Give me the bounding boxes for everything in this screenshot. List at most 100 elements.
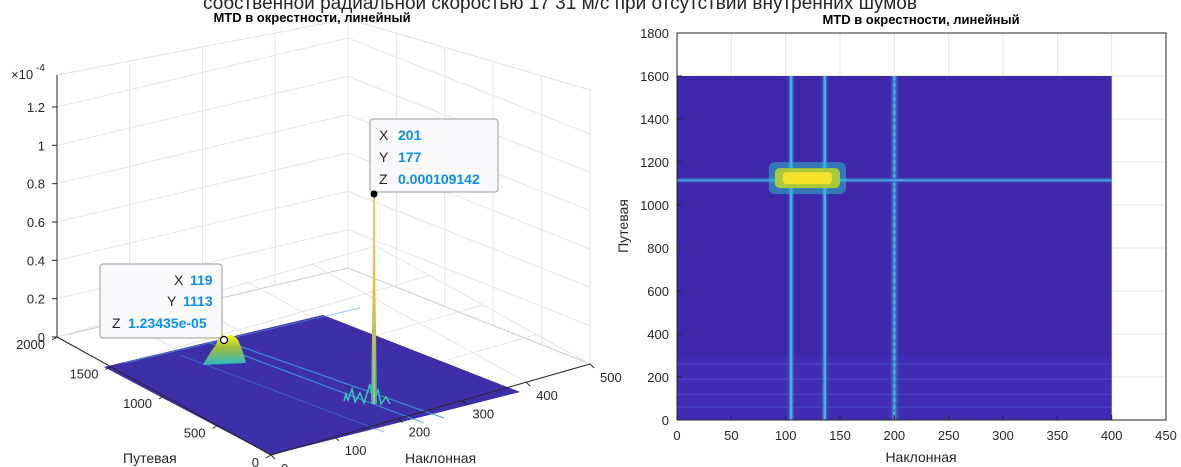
floor-gridline-y <box>110 275 430 367</box>
y-tick-mark <box>212 425 218 429</box>
x-tick-label: 500 <box>600 370 622 385</box>
datatip-spike[interactable]: X 201 Y 177 Z 0.000109142 <box>369 118 499 198</box>
z-gridline-right <box>347 37 591 135</box>
left-chart-title: MTD в окрестности, линейный <box>213 10 410 25</box>
right-y-axis-label: Путевая <box>615 199 631 253</box>
z-tick-label: 1 <box>38 138 45 153</box>
x-tick-label: 400 <box>536 388 558 403</box>
datatip-mound[interactable]: X 119 Y 1113 Z 1.23435e-05 <box>99 263 229 345</box>
heatmap-x-tick-label: 150 <box>829 428 851 443</box>
datatip-mound-z-key: Z <box>112 315 121 331</box>
heatmap-y-tick-label: 400 <box>647 327 669 342</box>
z-tick-label: 0.4 <box>27 253 45 268</box>
heatmap-y-tick-label: 200 <box>647 370 669 385</box>
heatmap-x-tick-label: 100 <box>775 428 797 443</box>
datatip-mound-marker[interactable] <box>219 335 229 345</box>
surface-mound <box>203 334 246 365</box>
y-tick-label: 500 <box>184 426 206 441</box>
heatmap-image <box>677 76 1112 420</box>
heatmap-y-tick-label: 1600 <box>640 69 669 84</box>
heatmap-y-tick-label: 600 <box>647 284 669 299</box>
datatip-spike-x-value: 201 <box>398 127 422 143</box>
heatmap-x-tick-label: 300 <box>992 428 1014 443</box>
heatmap-y-tick-label: 800 <box>647 241 669 256</box>
x-tick-label: 100 <box>345 443 367 458</box>
datatip-spike-x-key: X <box>379 127 389 143</box>
heatmap-y-tick-label: 1200 <box>640 155 669 170</box>
z-gridline-right <box>347 229 591 327</box>
datatip-spike-y-key: Y <box>379 149 389 165</box>
z-gridline-right <box>347 190 591 288</box>
heatmap-x-tick-label: 400 <box>1101 428 1123 443</box>
x-axis-line <box>270 363 591 456</box>
left-y-axis-label: Путевая <box>123 450 177 466</box>
surface-ridge-3 <box>123 307 361 364</box>
x-tick-mark <box>525 381 531 387</box>
y-tick-label: 2000 <box>16 337 45 352</box>
y-tick-label: 1500 <box>70 367 99 382</box>
heatmap-axes-frame <box>676 32 1167 421</box>
floor-gridline-x <box>311 263 527 383</box>
surface-ripples <box>343 383 391 406</box>
datatip-mound-y-key: Y <box>167 293 177 309</box>
datatip-spike-z-value: 0.000109142 <box>398 171 480 187</box>
heatmap-x-tick-label: 0 <box>673 428 680 443</box>
heatmap-hotspot-core <box>782 172 832 185</box>
right-x-axis-label: Наклонная <box>885 449 956 465</box>
heatmap-y-tick-label: 1800 <box>640 26 669 41</box>
heatmap-y-tick-label: 0 <box>662 413 669 428</box>
datatip-mound-x-key: X <box>174 272 184 288</box>
left-x-axis-label: Наклонная <box>405 450 476 466</box>
x-tick-mark <box>270 454 276 460</box>
x-axis-ticks: 0 100 200 300 400 500 <box>270 363 622 467</box>
surface-ridge-4 <box>179 354 385 433</box>
wall-gridlines <box>56 19 591 365</box>
datatip-spike-box <box>369 118 499 193</box>
y-axis-ticks: 0 500 1000 1500 2000 <box>16 336 272 467</box>
heatmap-y-tick-label: 1400 <box>640 112 669 127</box>
z-axis-ticks: 0 0.2 0.4 0.6 0.8 1 1.2 <box>27 75 58 345</box>
y-axis-line <box>56 336 272 456</box>
heatmap-x-ticks: 0 50 100 150 200 250 300 350 400 450 <box>673 415 1177 443</box>
z-tick-label: 1.2 <box>27 100 45 115</box>
z-tick-label: 0.2 <box>27 292 45 307</box>
x-tick-mark <box>589 363 595 369</box>
heatmap-x-tick-label: 350 <box>1046 428 1068 443</box>
floor-gridline-x <box>375 245 591 365</box>
datatip-spike-marker[interactable] <box>370 190 378 198</box>
y-tick-mark <box>105 366 111 370</box>
y-tick-mark <box>265 454 272 459</box>
x-tick-mark <box>398 418 403 423</box>
y-tick-mark <box>51 336 58 341</box>
figure-suptitle: собственной радиальной скоростью 17 31 м… <box>203 0 917 14</box>
heatmap-x-tick-label: 450 <box>1155 428 1177 443</box>
y-tick-label: 1000 <box>123 396 152 411</box>
z-exponent-power: -4 <box>36 63 45 74</box>
surface-ridge-2 <box>221 339 445 419</box>
y-tick-mark <box>158 395 165 400</box>
x-tick-mark <box>462 400 467 405</box>
datatip-mound-box <box>99 263 223 339</box>
x-tick-mark <box>334 436 340 442</box>
z-tick-label: 0.8 <box>27 177 45 192</box>
z-tick-label: 0.6 <box>27 215 45 230</box>
heatmap-x-tick-label: 50 <box>724 428 738 443</box>
heatmap-y-ticks: 0 200 400 600 800 1000 1200 1400 1600 1800 <box>640 26 682 428</box>
datatip-mound-z-value: 1.23435e-05 <box>128 315 207 331</box>
heatmap-x-tick-label: 250 <box>938 428 960 443</box>
datatip-mound-x-value: 119 <box>190 272 213 288</box>
datatip-spike-z-key: Z <box>379 171 388 187</box>
z-tick-label: 0 <box>38 330 45 345</box>
datatip-mound-y-value: 1113 <box>183 293 213 309</box>
heatmap-x-tick-label: 200 <box>883 428 905 443</box>
z-exponent-base: ×10 <box>11 67 33 82</box>
surface-plot-3d: 0 0.2 0.4 0.6 0.8 1 1.2 0 500 1000 1500 2000 0 100 2… <box>11 10 622 467</box>
heatmap-y-tick-label: 1000 <box>640 198 669 213</box>
heatmap-plot: 0 50 100 150 200 250 300 350 400 450 0 200 400 600 80… <box>615 12 1177 465</box>
x-tick-label: 0 <box>281 461 288 467</box>
datatip-spike-y-value: 177 <box>398 149 422 165</box>
x-tick-label: 300 <box>472 406 494 421</box>
right-chart-title: MTD в окрестности, линейный <box>822 12 1019 27</box>
x-tick-label: 200 <box>409 425 431 440</box>
